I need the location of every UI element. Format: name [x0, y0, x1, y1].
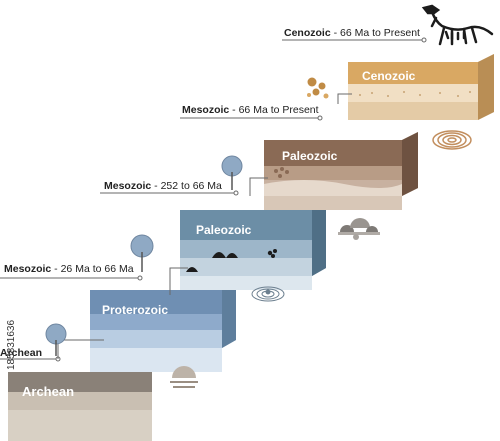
callout-range: - 252 to 66 Ma [151, 180, 222, 192]
cenozoic-block: Cenozoic [348, 54, 494, 120]
ripple-icon [251, 286, 285, 302]
block-label-paleozoic-brown: Paleozoic [282, 149, 338, 163]
tree-icon [221, 155, 243, 190]
mushroom-icon [186, 249, 277, 272]
callout-mesozoic-1: Mesozoic - 26 Ma to 66 Ma [4, 263, 134, 275]
pebbles-icon [307, 77, 329, 99]
sun-icon [170, 366, 198, 388]
svg-text:Archean: Archean [0, 347, 42, 359]
svg-text:Cenozoic - 66 Ma to Present: Cenozoic - 66 Ma to Present [284, 27, 420, 39]
dinosaur-skeleton-icon [421, 4, 494, 46]
fossil-icon [338, 218, 380, 240]
callout-range: - 66 Ma to Present [229, 104, 318, 116]
side-id-text: 185831636 [6, 320, 17, 370]
callout-era: Mesozoic [4, 263, 51, 275]
tree-icon [130, 234, 154, 272]
tree-icon [45, 323, 67, 356]
callout-range: - 26 Ma to 66 Ma [51, 263, 133, 275]
callout-range: - 66 Ma to Present [331, 27, 420, 39]
svg-text:Mesozoic - 26 Ma to 66 Ma: Mesozoic - 26 Ma to 66 Ma [4, 263, 134, 275]
proterozoic-block: Proterozoic [90, 282, 236, 372]
archean-block: Archean [8, 372, 152, 441]
callout-mesozoic-2: Mesozoic - 252 to 66 Ma [104, 180, 222, 192]
callout-era: Cenozoic [284, 27, 331, 39]
shell-icon [432, 130, 472, 150]
callout-era: Mesozoic [182, 104, 229, 116]
block-label-proterozoic: Proterozoic [102, 303, 168, 317]
paleozoic-brown-block: Paleozoic [264, 132, 418, 210]
pebbles-icon [274, 167, 289, 178]
block-label-cenozoic: Cenozoic [362, 69, 416, 83]
svg-text:Mesozoic - 252 to 66 Ma: Mesozoic - 252 to 66 Ma [104, 180, 222, 192]
callout-era: Archean [0, 347, 42, 359]
callout-era: Mesozoic [104, 180, 151, 192]
callout-cenozoic: Cenozoic - 66 Ma to Present [284, 27, 420, 39]
paleozoic-blue-block: Paleozoic [180, 202, 326, 290]
svg-text:Mesozoic - 66 Ma to Present: Mesozoic - 66 Ma to Present [182, 104, 319, 116]
callout-mesozoic-3: Mesozoic - 66 Ma to Present [182, 104, 319, 116]
block-label-archean: Archean [22, 384, 74, 399]
callout-archean: Archean [0, 347, 42, 359]
block-label-paleozoic-blue: Paleozoic [196, 223, 252, 237]
